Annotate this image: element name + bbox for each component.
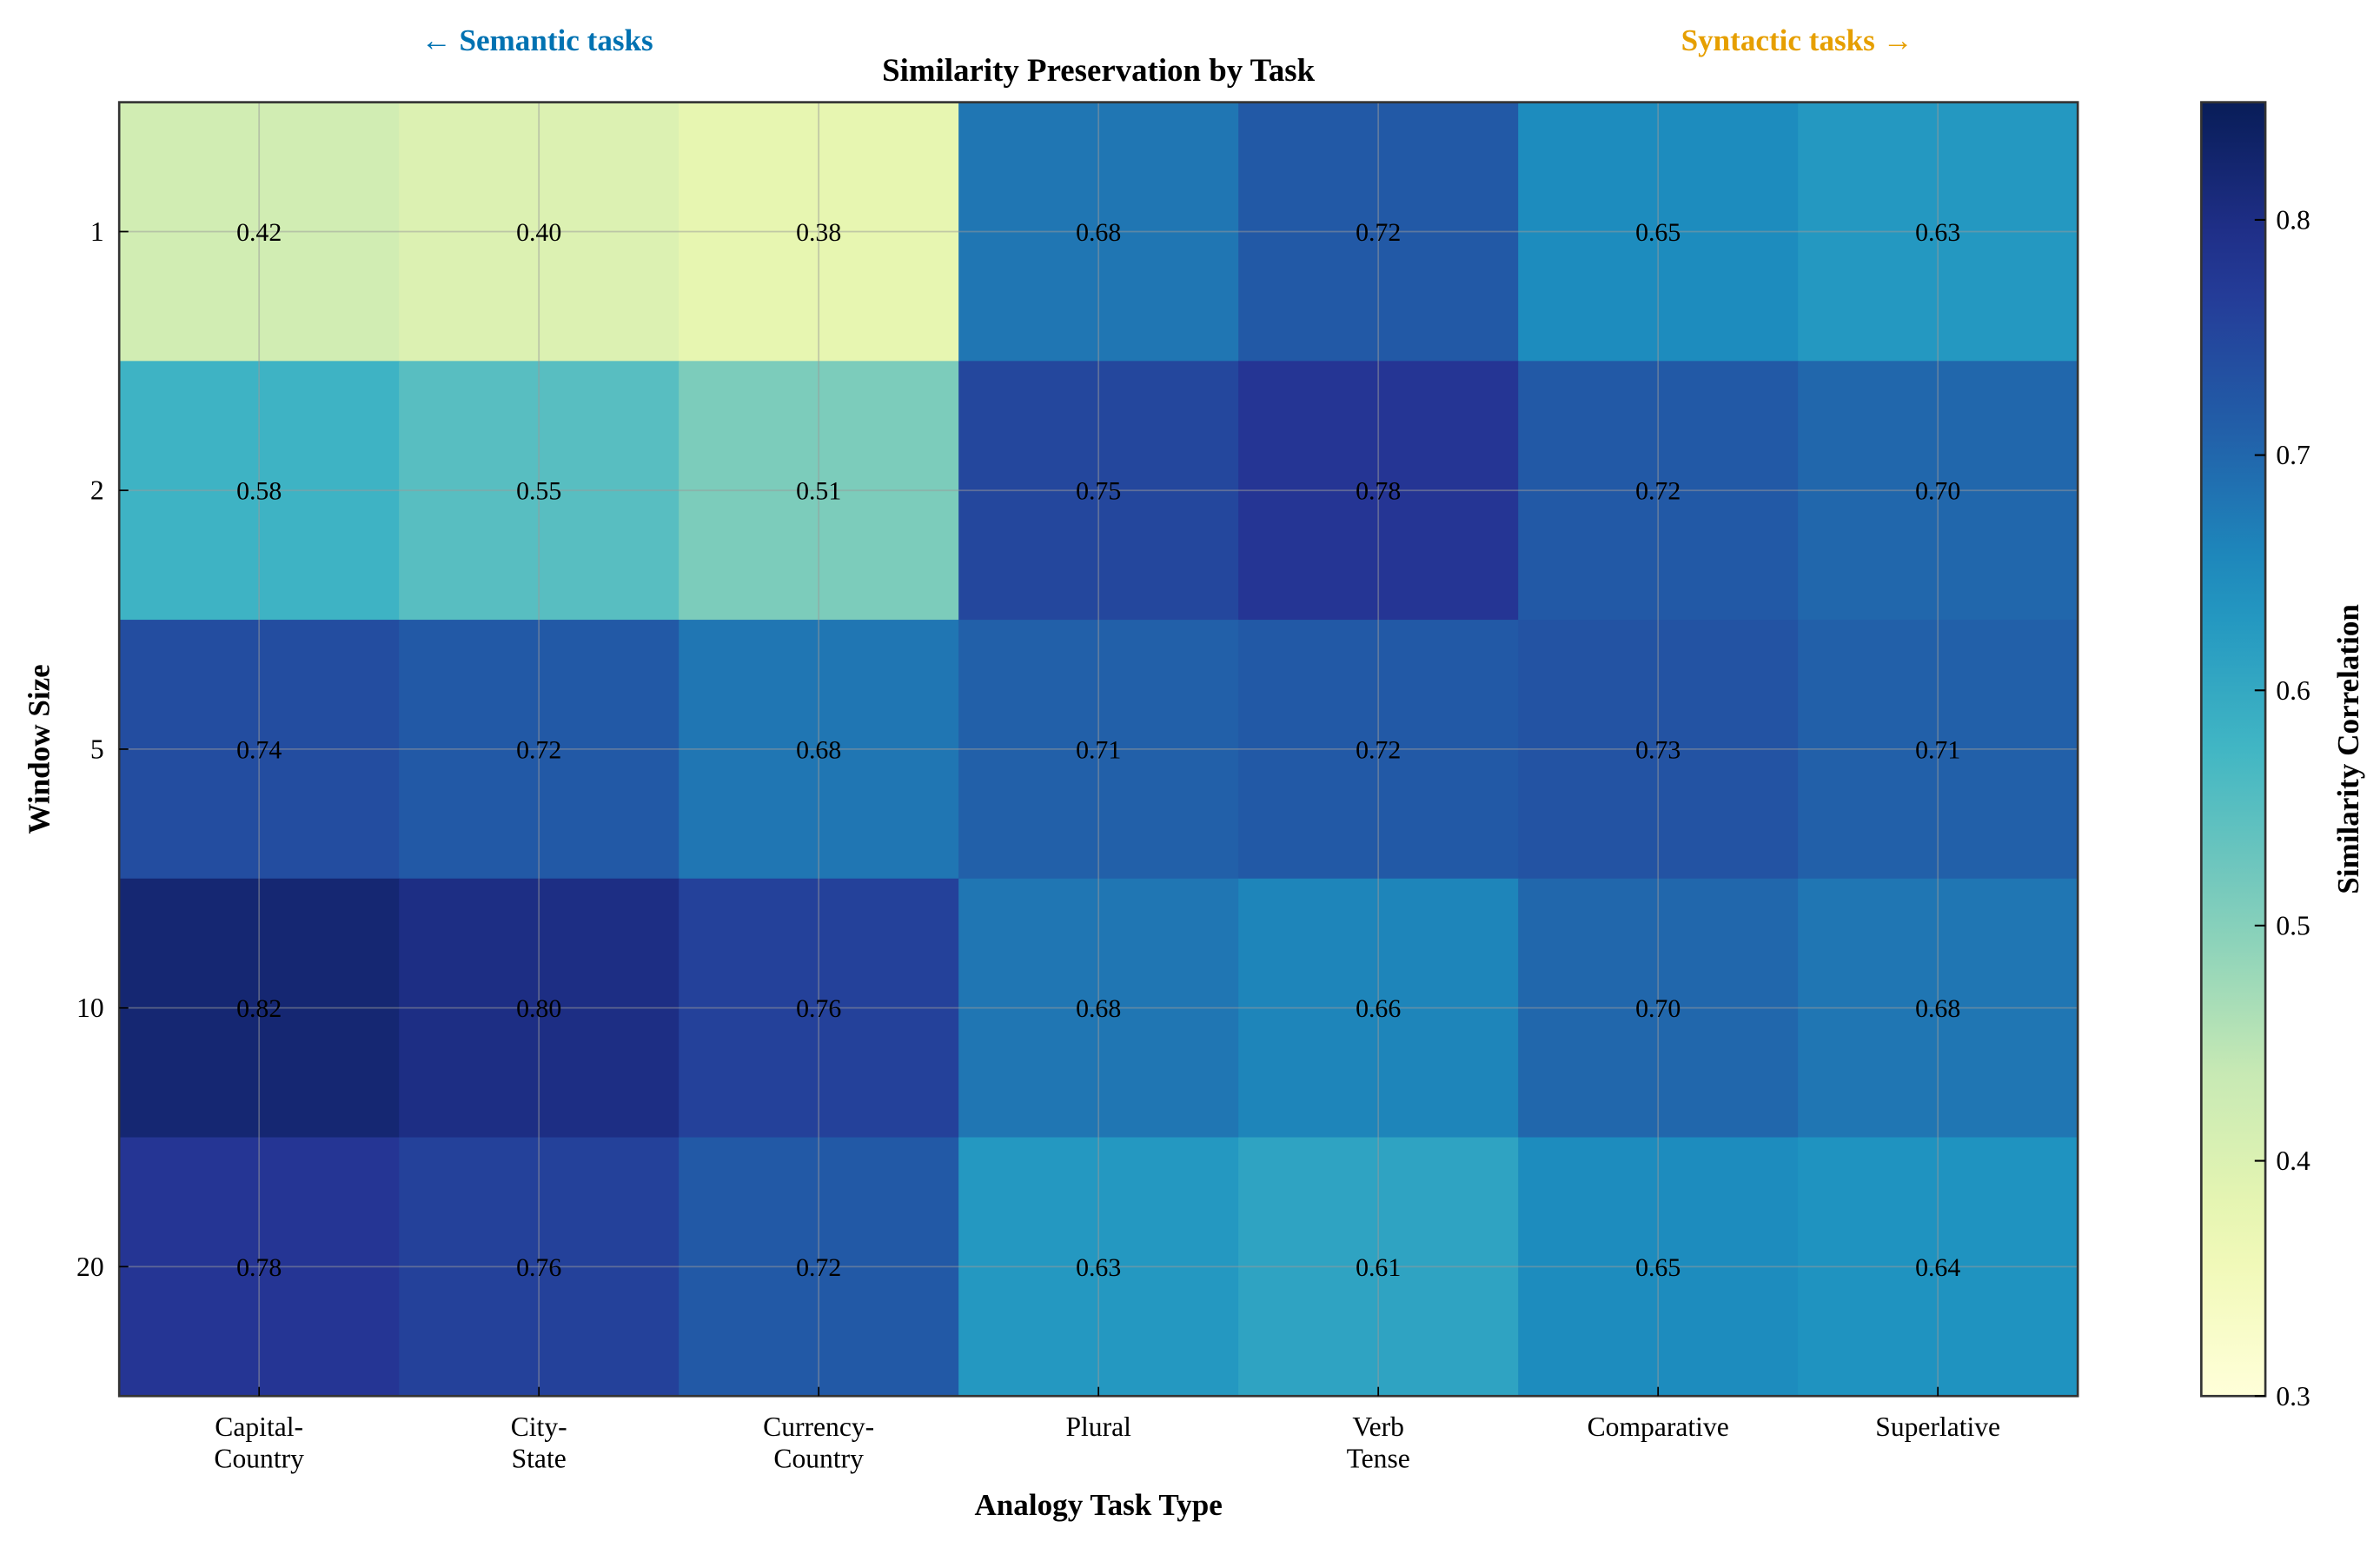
cell-value-label: 0.70 (1635, 994, 1681, 1023)
cell-value-label: 0.72 (796, 1253, 841, 1282)
colorbar-ticks: 0.3 0.4 0.5 0.6 0.7 0.8 (2254, 204, 2310, 1411)
cell-value-label: 0.73 (1635, 735, 1681, 764)
annotation-syntactic: Syntactic tasks → (1681, 23, 1913, 57)
cell-value-label: 0.63 (1915, 218, 1960, 247)
cell-value-label: 0.78 (1356, 477, 1401, 506)
colorbar-tick-label: 0.8 (2276, 204, 2310, 235)
cell-value-label: 0.66 (1356, 994, 1401, 1023)
grid-lines (119, 102, 2078, 1397)
y-tick-label: 20 (76, 1252, 104, 1282)
cell-value-label: 0.74 (236, 735, 282, 764)
cell-labels: 0.42 0.40 0.38 0.68 0.72 0.65 0.63 0.58 0.55 0.51… (236, 218, 1960, 1282)
colorbar-tick-label: 0.5 (2276, 910, 2310, 940)
cell-value-label: 0.78 (236, 1253, 282, 1282)
cell-value-label: 0.80 (516, 994, 561, 1023)
cell-value-label: 0.76 (516, 1253, 561, 1282)
cell-value-label: 0.40 (516, 218, 561, 247)
cell-value-label: 0.71 (1076, 735, 1121, 764)
x-tick-label: City-State (511, 1411, 567, 1474)
cell-value-label: 0.68 (796, 735, 841, 764)
x-tick-label: Superlative (1875, 1411, 2000, 1442)
colorbar-tick-label: 0.4 (2276, 1146, 2310, 1176)
chart-title: Similarity Preservation by Task (882, 52, 1315, 88)
x-tick-label: Plural (1065, 1411, 1131, 1442)
cell-value-label: 0.58 (236, 477, 282, 506)
x-tick-label: Verb Tense (1347, 1411, 1410, 1474)
x-tick-labels: Capital-Country City-State Currency-Countr… (214, 1386, 2000, 1474)
cell-value-label: 0.68 (1076, 218, 1121, 247)
y-tick-label: 1 (90, 216, 104, 247)
cell-value-label: 0.55 (516, 477, 561, 506)
y-tick-label: 10 (76, 993, 104, 1023)
cell-value-label: 0.65 (1635, 1253, 1681, 1282)
colorbar-tick-label: 0.7 (2276, 440, 2310, 470)
cell-value-label: 0.38 (796, 218, 841, 247)
cell-value-label: 0.82 (236, 994, 282, 1023)
cell-value-label: 0.75 (1076, 477, 1121, 506)
x-tick-label: Capital-Country (214, 1411, 304, 1474)
cell-value-label: 0.76 (796, 994, 841, 1023)
cell-value-label: 0.61 (1356, 1253, 1401, 1282)
cell-value-label: 0.72 (1356, 735, 1401, 764)
x-tick-label: Currency-Country (763, 1411, 874, 1474)
cell-value-label: 0.72 (1356, 218, 1401, 247)
cell-value-label: 0.72 (516, 735, 561, 764)
cell-value-label: 0.63 (1076, 1253, 1121, 1282)
x-axis-label: Analogy Task Type (974, 1488, 1222, 1522)
y-axis-label: Window Size (22, 664, 56, 834)
y-tick-label: 2 (90, 475, 104, 506)
cell-value-label: 0.65 (1635, 218, 1681, 247)
colorbar-tick-label: 0.3 (2276, 1381, 2310, 1411)
cell-value-label: 0.68 (1076, 994, 1121, 1023)
cell-value-label: 0.42 (236, 218, 282, 247)
cell-value-label: 0.70 (1915, 477, 1960, 506)
colorbar-tick-label: 0.6 (2276, 675, 2310, 706)
cell-value-label: 0.72 (1635, 477, 1681, 506)
x-tick-label: Comparative (1588, 1411, 1729, 1442)
annotation-semantic: ← Semantic tasks (421, 23, 653, 57)
cell-value-label: 0.64 (1915, 1253, 1960, 1282)
cell-value-label: 0.71 (1915, 735, 1960, 764)
y-tick-labels: 1 2 5 10 20 (76, 216, 129, 1282)
cell-value-label: 0.68 (1915, 994, 1960, 1023)
colorbar (2200, 101, 2267, 1398)
colorbar-label: Similarity Correlation (2331, 604, 2365, 894)
cell-value-label: 0.51 (796, 477, 841, 506)
y-tick-label: 5 (90, 734, 104, 764)
